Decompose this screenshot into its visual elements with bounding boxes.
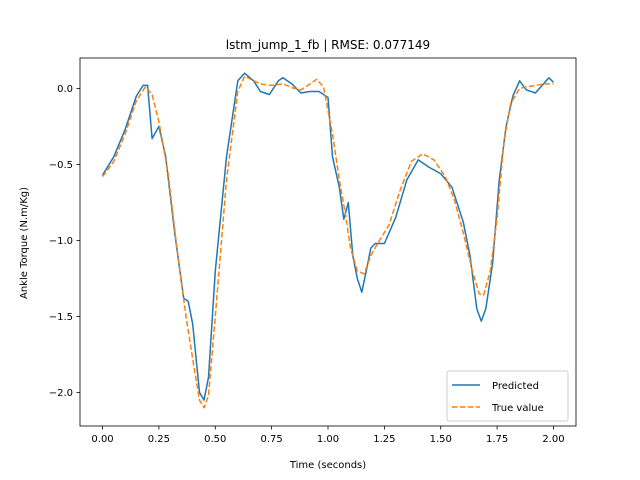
y-tick-label: 0.0 (57, 84, 73, 95)
plot-area: 0.00 0.25 0.50 0.75 1.00 1.25 1.50 1.75 2.00 0.0 −… (49, 57, 577, 445)
x-tick-label: 0.25 (148, 434, 170, 445)
legend: Predicted True value (446, 370, 569, 422)
x-tick-label: 1.00 (317, 434, 339, 445)
x-tick-label: 1.50 (430, 434, 452, 445)
x-tick-label: 0.00 (91, 434, 113, 445)
x-tick-label: 1.25 (373, 434, 395, 445)
series-line-true-value (101, 75, 554, 409)
x-tick-label: 0.75 (261, 434, 283, 445)
x-tick-label: 2.00 (542, 434, 564, 445)
x-tick-label: 0.50 (204, 434, 226, 445)
legend-label-true-value: True value (491, 403, 544, 414)
legend-label-predicted: Predicted (492, 381, 539, 392)
y-tick-label: −0.5 (49, 160, 73, 171)
y-tick-label: −1.0 (49, 236, 73, 247)
chart-title: lstm_jump_1_fb | RMSE: 0.077149 (226, 38, 430, 52)
y-tick-label: −1.5 (49, 312, 73, 323)
legend-box (446, 370, 569, 422)
x-tick-label: 1.75 (486, 434, 508, 445)
y-tick-label: −2.0 (49, 388, 73, 399)
y-axis-label: Ankle Torque (N.m/Kg) (19, 187, 30, 299)
x-axis-label: Time (seconds) (289, 460, 366, 471)
series-line-predicted (101, 72, 555, 401)
